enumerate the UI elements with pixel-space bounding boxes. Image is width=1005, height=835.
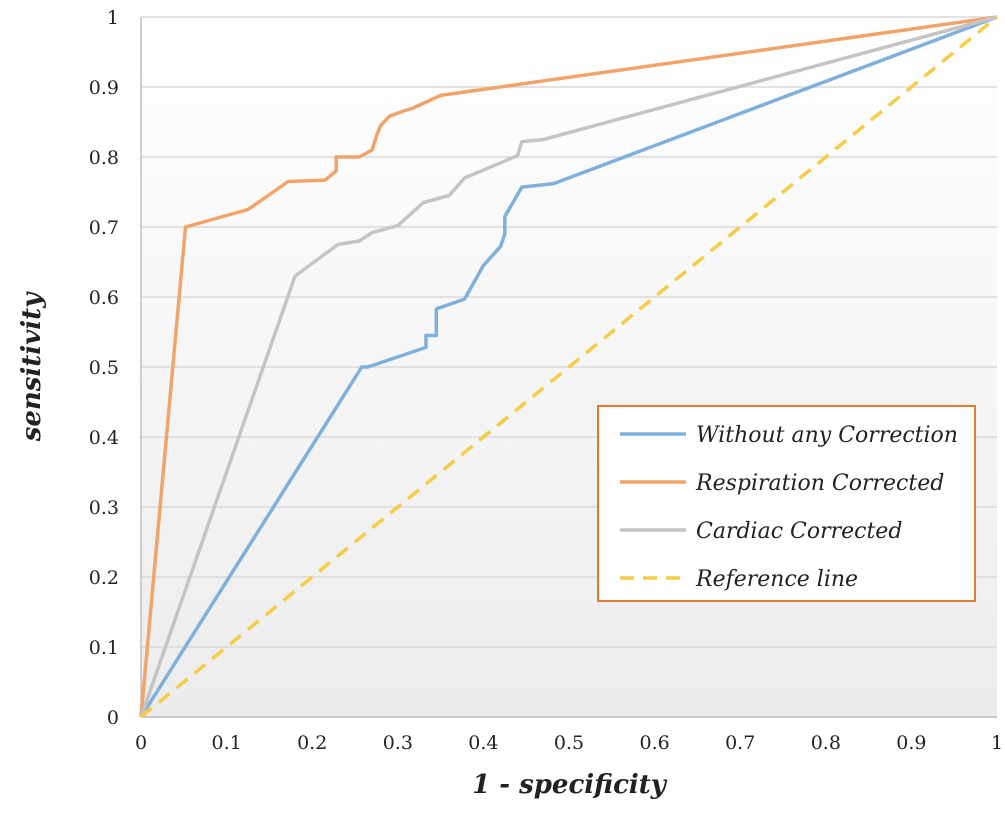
y-tick-label: 0.6: [89, 287, 119, 309]
series-line-0: [139, 15, 998, 718]
y-tick-label: 0.9: [89, 77, 119, 99]
gridlines: [141, 16, 997, 718]
x-tick-label: 0.4: [468, 732, 498, 754]
x-tick-label: 0.7: [725, 732, 755, 754]
x-axis-title: 1 - specificity: [472, 770, 668, 800]
x-tick-label: 0.9: [896, 732, 926, 754]
y-tick-label: 0.7: [89, 217, 119, 239]
x-tick-label: 0.2: [297, 732, 327, 754]
y-tick-label: 0: [107, 707, 119, 729]
legend-label: Without any Correction: [696, 423, 958, 448]
legend-box: [597, 405, 976, 602]
series-lines: [139, 15, 999, 719]
x-tick-label: 0.1: [211, 732, 241, 754]
y-tick-label: 0.8: [89, 147, 119, 169]
y-tick-label: 1: [107, 7, 119, 29]
legend-label: Cardiac Corrected: [696, 519, 902, 544]
legend: Without any Correction Respiration Correc…: [597, 405, 976, 602]
y-tick-label: 0.3: [89, 497, 119, 519]
y-tick-label: 0.4: [89, 427, 119, 449]
x-tick-label: 0.6: [639, 732, 669, 754]
legend-label: Reference line: [695, 567, 858, 592]
series-line-3: [139, 15, 999, 719]
axes: [140, 17, 997, 718]
series-line-2: [139, 15, 998, 718]
y-tick-label: 0.5: [89, 357, 119, 379]
y-axis-title: sensitivity: [17, 291, 47, 442]
x-tick-label: 0.5: [554, 732, 584, 754]
x-tick-label: 1: [991, 732, 1003, 754]
legend-label: Respiration Corrected: [695, 471, 944, 496]
x-tick-label: 0.3: [383, 732, 413, 754]
y-tick-label: 0.1: [89, 637, 119, 659]
series-line-1: [139, 15, 998, 718]
x-tick-label: 0.8: [811, 732, 841, 754]
x-tick-label: 0: [135, 732, 147, 754]
tick-labels: 0 0.1 0.2 0.3 0.4 0.5 0.6 0.7 0.8 0.9 1 0 0.1 0.2 0.3 0…: [89, 7, 1003, 754]
y-tick-label: 0.2: [89, 567, 119, 589]
